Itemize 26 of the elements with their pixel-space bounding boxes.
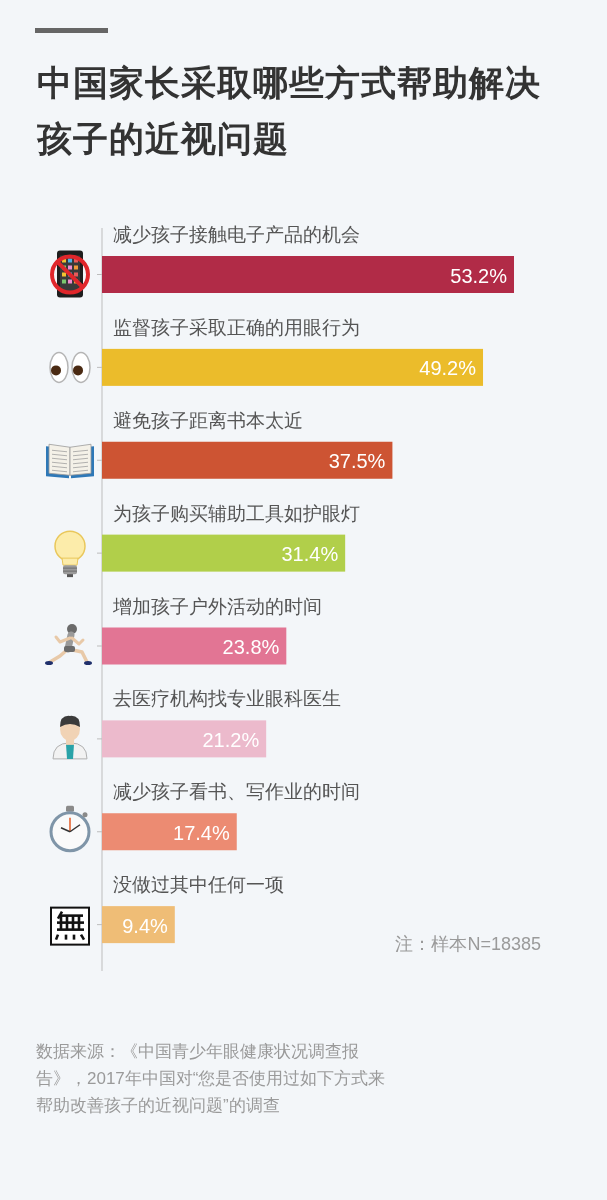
y-tick-label: 减少孩子看书、写作业的时间 xyxy=(113,781,360,803)
data-label: 37.5% xyxy=(328,450,386,473)
y-tick-label: 监督孩子采取正确的用眼行为 xyxy=(113,316,360,338)
data-label: 53.2% xyxy=(450,264,508,287)
y-tick-label: 避免孩子距离书本太近 xyxy=(113,409,303,431)
annotation: 注：样本N=18385 xyxy=(395,934,541,954)
y-tick-label: 没做过其中任何一项 xyxy=(113,874,284,896)
data-label: 49.2% xyxy=(419,357,477,380)
bar xyxy=(102,813,237,851)
data-label: 31.4% xyxy=(281,543,339,566)
bar xyxy=(102,348,484,386)
y-tick-label: 减少孩子接触电子产品的机会 xyxy=(113,224,360,245)
y-tick-label: 增加孩子户外活动的时间 xyxy=(112,595,322,617)
chart-title: 中国家长采取哪些方式帮助解决孩子的近视问题 xyxy=(37,62,542,160)
bar xyxy=(102,256,514,293)
y-tick-label: 为孩子购买辅助工具如护眼灯 xyxy=(113,502,360,524)
bar xyxy=(102,627,287,665)
data-label: 9.4% xyxy=(122,914,169,937)
data-label: 21.2% xyxy=(202,728,260,751)
data-label: 23.8% xyxy=(222,636,280,658)
source-note: 数据来源：《中国青少年眼健康状况调查报告》，2017年中国对“您是否使用过如下方式来帮助改善孩子的近视问题”的调查 xyxy=(36,1041,387,1117)
y-tick-label: 去医疗机构找专业眼科医生 xyxy=(113,688,341,710)
data-label: 17.4% xyxy=(173,821,230,844)
bar xyxy=(102,534,346,572)
bar xyxy=(102,720,267,758)
bar xyxy=(102,441,393,479)
